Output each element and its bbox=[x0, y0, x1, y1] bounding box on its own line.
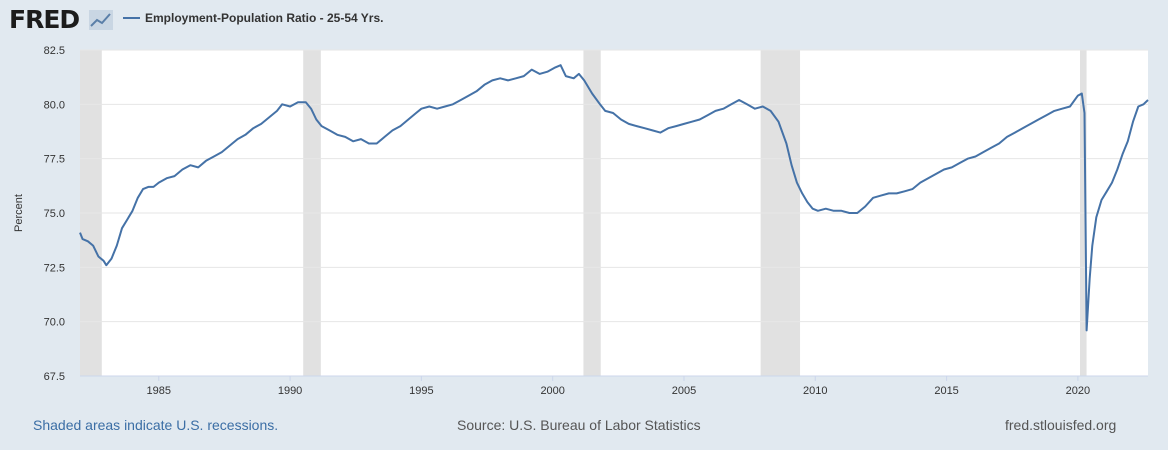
x-tick-label: 2000 bbox=[540, 385, 564, 397]
recession-note: Shaded areas indicate U.S. recessions. bbox=[33, 417, 279, 433]
y-tick-label: 75.0 bbox=[44, 208, 65, 220]
source-note: Source: U.S. Bureau of Labor Statistics bbox=[457, 417, 701, 433]
x-tick-label: 2005 bbox=[672, 385, 696, 397]
chart-legend: Employment-Population Ratio - 25-54 Yrs. bbox=[123, 11, 384, 25]
x-tick-label: 2010 bbox=[803, 385, 827, 397]
y-tick-label: 82.5 bbox=[44, 45, 65, 57]
x-tick-label: 1990 bbox=[278, 385, 302, 397]
chart-header: FRED Employment-Population Ratio - 25-54… bbox=[0, 0, 1168, 42]
y-tick-label: 77.5 bbox=[44, 154, 65, 166]
y-tick-label: 72.5 bbox=[44, 262, 65, 274]
fred-logo[interactable]: FRED bbox=[9, 5, 80, 34]
x-tick-label: 1985 bbox=[147, 385, 171, 397]
y-axis-label: Percent bbox=[13, 194, 25, 232]
x-tick-label: 2020 bbox=[1066, 385, 1090, 397]
plot-area bbox=[79, 49, 1149, 377]
series-line bbox=[79, 64, 1149, 332]
site-link[interactable]: fred.stlouisfed.org bbox=[1005, 417, 1117, 433]
y-tick-label: 67.5 bbox=[44, 371, 65, 383]
x-tick-label: 1995 bbox=[409, 385, 433, 397]
legend-series-label: Employment-Population Ratio - 25-54 Yrs. bbox=[145, 11, 384, 25]
x-tick-label: 2015 bbox=[934, 385, 958, 397]
axes: 67.5 70.0 72.5 75.0 77.5 80.0 82.5 1985 1990 1995… bbox=[13, 45, 1148, 397]
y-tick-label: 70.0 bbox=[44, 317, 65, 329]
legend-swatch bbox=[123, 17, 140, 19]
fred-logo-chart-icon bbox=[89, 10, 113, 30]
y-tick-label: 80.0 bbox=[44, 99, 65, 111]
